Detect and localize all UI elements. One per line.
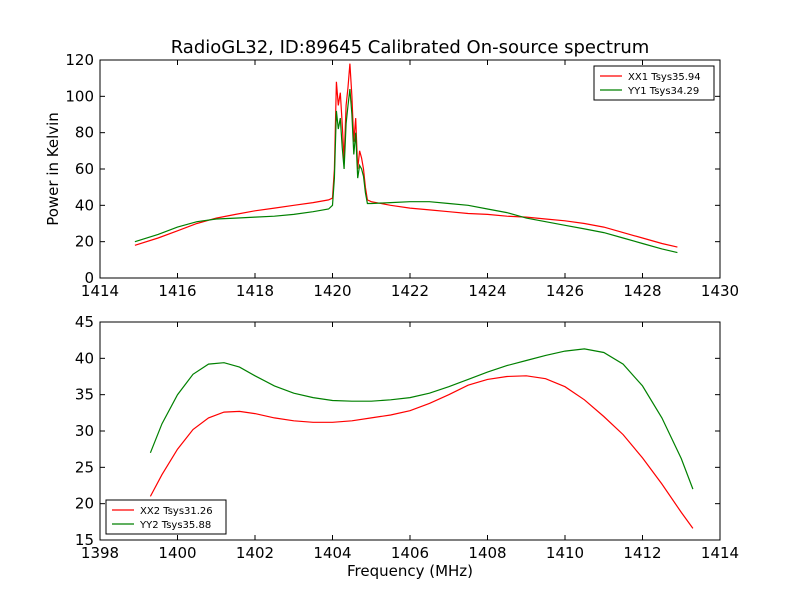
bottom-y-tick-label: 40 xyxy=(75,349,94,367)
top-legend-label-1: XX1 Tsys35.94 xyxy=(628,72,701,83)
bottom-legend-label-2: YY2 Tsys35.88 xyxy=(139,520,211,531)
bottom-y-tick-label: 35 xyxy=(75,386,94,404)
top-y-tick-label: 40 xyxy=(75,196,94,214)
bottom-x-tick-label: 1398 xyxy=(81,544,119,562)
bottom-series-line-2 xyxy=(149,348,694,490)
top-y-tick-label: 120 xyxy=(65,51,94,69)
bottom-x-axis-label: Frequency (MHz) xyxy=(347,562,473,580)
bottom-x-tick-label: 1406 xyxy=(391,544,429,562)
bottom-x-tick-label: 1400 xyxy=(158,544,196,562)
bottom-x-tick-label: 1408 xyxy=(468,544,506,562)
top-legend-label-2: YY1 Tsys34.29 xyxy=(627,86,699,97)
top-y-tick-label: 20 xyxy=(75,233,94,251)
bottom-x-tick-label: 1410 xyxy=(546,544,584,562)
bottom-panel: 1398 1400 1402 1404 1406 1408 1410 1412 1414 15 20… xyxy=(75,313,739,562)
top-series-line-2 xyxy=(134,89,678,254)
bottom-x-tick-label: 1412 xyxy=(623,544,661,562)
chart-title: RadioGL32, ID:89645 Calibrated On-source… xyxy=(171,37,650,58)
bottom-y-tick-label: 25 xyxy=(75,458,94,476)
top-x-tick-label: 1424 xyxy=(468,282,506,300)
top-y-tick-label: 60 xyxy=(75,160,94,178)
top-series-line-1 xyxy=(134,63,678,248)
bottom-legend: XX2 Tsys31.26 YY2 Tsys35.88 xyxy=(105,499,227,535)
top-y-tick-label: 80 xyxy=(75,124,94,142)
top-y-tick-label: 100 xyxy=(65,87,94,105)
bottom-x-tick-label: 1404 xyxy=(313,544,351,562)
top-x-tick-label: 1418 xyxy=(236,282,274,300)
top-legend: XX1 Tsys35.94 YY1 Tsys34.29 xyxy=(593,65,715,101)
top-x-tick-label: 1420 xyxy=(313,282,351,300)
top-x-tick-label: 1416 xyxy=(158,282,196,300)
bottom-series-line-1 xyxy=(149,375,694,529)
bottom-x-tick-label: 1414 xyxy=(701,544,739,562)
top-x-tick-label: 1422 xyxy=(391,282,429,300)
top-panel: 1414 1416 1418 1420 1422 1424 1426 1428 1430 0 20 4… xyxy=(65,51,739,300)
bottom-y-tick-label: 15 xyxy=(75,531,94,549)
top-legend-box xyxy=(593,65,715,101)
bottom-legend-label-1: XX2 Tsys31.26 xyxy=(140,506,213,517)
bottom-legend-box xyxy=(105,499,227,535)
top-x-tick-label: 1428 xyxy=(623,282,661,300)
top-y-tick-label: 0 xyxy=(84,269,94,287)
top-y-axis-label: Power in Kelvin xyxy=(44,112,62,226)
top-x-tick-label: 1426 xyxy=(546,282,584,300)
bottom-y-tick-label: 45 xyxy=(75,313,94,331)
bottom-y-tick-label: 30 xyxy=(75,422,94,440)
bottom-x-tick-label: 1402 xyxy=(236,544,274,562)
bottom-y-tick-label: 20 xyxy=(75,495,94,513)
top-x-tick-label: 1430 xyxy=(701,282,739,300)
top-x-tick-label: 1414 xyxy=(81,282,119,300)
